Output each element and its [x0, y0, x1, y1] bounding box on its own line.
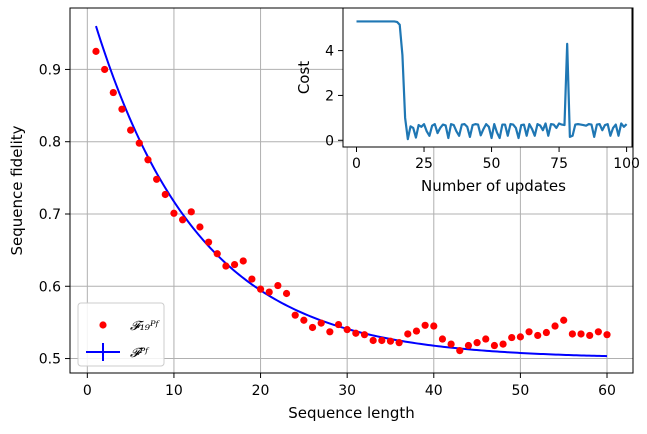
data-point — [230, 260, 239, 269]
y-tick-label: 0.5 — [39, 352, 61, 368]
legend: 𝓕₁₉ᴾᶠ 𝓕ᴾᶠ — [77, 302, 165, 367]
data-point — [395, 339, 403, 347]
data-point — [360, 331, 369, 339]
inset-frame — [342, 7, 633, 148]
data-point — [92, 47, 100, 55]
data-point — [343, 326, 351, 334]
x-tick-label: 60 — [598, 383, 616, 399]
y-tick-label: 0.9 — [39, 62, 61, 78]
y-tick-label: 0.8 — [39, 135, 61, 151]
data-point — [551, 322, 559, 330]
data-point — [265, 288, 273, 296]
data-point — [291, 311, 299, 319]
data-point — [404, 330, 412, 338]
data-point — [456, 346, 464, 355]
data-point — [499, 340, 507, 348]
x-tick-label: 50 — [511, 383, 529, 399]
data-point — [239, 257, 247, 265]
data-point — [144, 156, 152, 164]
data-point — [222, 262, 230, 270]
y-tick-label: 0.7 — [39, 207, 61, 223]
inset-y-tick-label: 4 — [325, 44, 334, 60]
data-point — [170, 209, 178, 217]
inset-y-tick-label: 2 — [325, 88, 334, 104]
data-point — [308, 323, 317, 332]
data-point — [560, 316, 568, 324]
inset-y-tick-label: 0 — [325, 133, 334, 149]
inset-y-axis-label: Cost — [295, 61, 313, 94]
y-axis-label: Sequence fidelity — [8, 125, 26, 255]
inset-x-tick-label: 100 — [613, 156, 640, 172]
data-point — [317, 319, 325, 327]
data-point — [586, 331, 594, 340]
x-axis-label: Sequence length — [288, 404, 415, 422]
data-point — [282, 289, 291, 298]
data-point — [542, 328, 550, 337]
data-point — [594, 328, 602, 336]
legend-label-line: 𝓕ᴾᶠ — [130, 346, 150, 361]
inset-x-axis-label: Number of updates — [421, 177, 566, 195]
data-point — [213, 250, 221, 258]
inset-x-tick-label: 50 — [483, 156, 501, 172]
data-point — [101, 65, 109, 74]
data-point — [438, 335, 447, 343]
x-tick-label: 10 — [165, 383, 183, 399]
data-point — [153, 175, 161, 183]
data-point — [109, 88, 117, 97]
inset-x-tick-label: 25 — [415, 156, 433, 172]
data-point — [421, 321, 429, 329]
inset-x-tick-label: 75 — [550, 156, 568, 172]
data-point — [204, 238, 213, 246]
data-point — [118, 105, 126, 113]
inset-chart: 0 25 50 75 100 0 2 4 Number of updates Cost — [295, 7, 640, 195]
fit-line — [95, 25, 608, 358]
data-point — [473, 339, 481, 347]
data-point — [179, 216, 187, 224]
data-point — [603, 331, 611, 339]
legend-label-scatter: 𝓕₁₉ᴾᶠ — [130, 319, 161, 334]
data-point — [352, 329, 360, 337]
x-tick-label: 0 — [83, 383, 92, 399]
data-point — [326, 328, 334, 336]
data-point — [127, 126, 135, 134]
data-point — [577, 330, 585, 338]
data-point — [490, 341, 499, 350]
cost-line — [356, 20, 628, 141]
data-point — [161, 190, 169, 199]
y-tick-label: 0.6 — [39, 279, 61, 295]
data-point — [447, 340, 455, 348]
data-point — [525, 328, 533, 336]
data-point — [274, 281, 282, 290]
data-point — [430, 322, 438, 330]
data-point — [369, 336, 377, 345]
data-point — [196, 223, 204, 231]
data-point — [334, 320, 343, 329]
inset-x-tick-label: 0 — [352, 156, 361, 172]
x-tick-label: 20 — [252, 383, 270, 399]
data-point — [135, 139, 143, 147]
data-point — [386, 337, 395, 345]
x-tick-label: 30 — [338, 383, 356, 399]
data-point — [508, 333, 516, 342]
data-point — [300, 316, 308, 324]
data-point — [568, 330, 576, 338]
data-point — [378, 336, 386, 345]
data-point — [464, 341, 473, 350]
data-point — [187, 208, 195, 216]
data-point — [412, 327, 421, 335]
data-point — [534, 331, 542, 340]
legend-marker-scatter — [99, 321, 107, 329]
x-tick-label: 40 — [425, 383, 443, 399]
main-series — [92, 25, 611, 358]
legend-box — [77, 302, 165, 367]
data-point — [516, 333, 525, 341]
data-point — [248, 275, 256, 283]
data-point — [482, 335, 490, 343]
data-point — [256, 285, 265, 293]
